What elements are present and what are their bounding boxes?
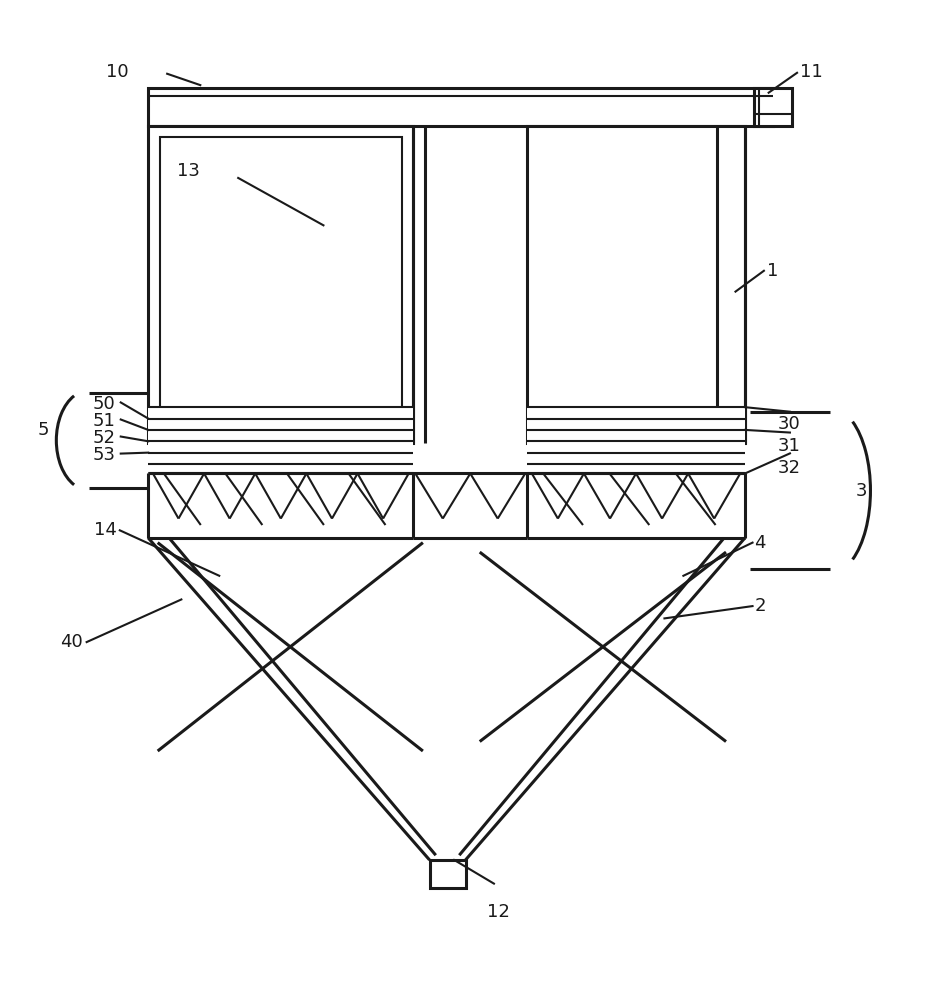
- Text: 40: 40: [60, 633, 83, 651]
- Text: 30: 30: [778, 415, 801, 433]
- Text: 2: 2: [754, 597, 766, 615]
- Bar: [527, 126, 745, 443]
- Text: 4: 4: [754, 534, 766, 552]
- Bar: [429, 860, 466, 888]
- Text: 50: 50: [92, 395, 115, 413]
- Text: 13: 13: [177, 162, 199, 180]
- Text: 1: 1: [767, 262, 778, 280]
- Bar: [148, 407, 413, 473]
- Text: 11: 11: [800, 63, 823, 81]
- Text: 12: 12: [487, 903, 510, 921]
- Bar: [160, 137, 402, 432]
- Text: 3: 3: [856, 482, 867, 500]
- Text: 32: 32: [778, 459, 801, 477]
- Bar: [527, 407, 745, 473]
- Text: 53: 53: [92, 446, 115, 464]
- Text: 31: 31: [778, 437, 801, 455]
- Text: 10: 10: [105, 63, 128, 81]
- Bar: [148, 126, 413, 443]
- Text: 5: 5: [37, 421, 48, 439]
- Text: 51: 51: [92, 412, 115, 430]
- Text: 52: 52: [92, 429, 115, 447]
- Bar: [754, 88, 792, 126]
- Text: 14: 14: [94, 521, 117, 539]
- Bar: [148, 88, 773, 126]
